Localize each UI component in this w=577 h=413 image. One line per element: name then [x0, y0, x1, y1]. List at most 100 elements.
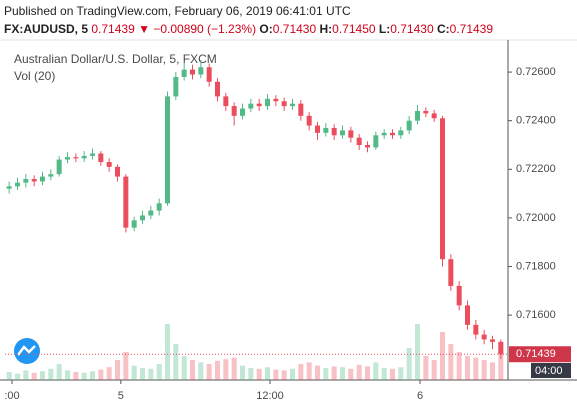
candle-body	[190, 69, 195, 75]
time-box	[531, 363, 571, 378]
volume-bar	[131, 365, 137, 380]
volume-bar	[298, 364, 304, 380]
volume-bar	[315, 365, 320, 380]
candle-body	[123, 176, 129, 228]
volume-bar	[448, 344, 454, 380]
candle-body	[465, 305, 470, 325]
volume-bar	[398, 367, 404, 380]
candle-body	[498, 341, 504, 355]
legend-volume: Vol (20)	[14, 69, 55, 83]
candle-body	[365, 144, 370, 148]
candle-body	[240, 108, 245, 116]
o-label: O:	[259, 22, 272, 36]
volume-bar	[440, 332, 445, 380]
candle-body	[248, 103, 254, 109]
volume-bar	[306, 362, 312, 380]
volume-bar	[123, 352, 129, 380]
l: 0.71430	[390, 22, 434, 36]
last-price-label: 0.71439	[516, 348, 556, 360]
volume-bar	[490, 362, 495, 380]
volume-bar	[98, 369, 104, 380]
candle-body	[390, 132, 395, 136]
volume-bar	[48, 368, 54, 380]
candle-body	[40, 176, 45, 182]
candle-body	[323, 127, 329, 133]
volume-bar	[148, 368, 154, 380]
volume-bar	[406, 348, 412, 380]
volume-bar	[231, 357, 237, 380]
candle-body	[215, 81, 220, 97]
volume-bar	[6, 372, 12, 380]
candle-body	[90, 153, 95, 156]
candle-body	[381, 132, 387, 136]
volume-bar	[206, 364, 212, 380]
candle-body	[290, 103, 295, 107]
volume-bar	[431, 360, 437, 380]
candle-body	[298, 103, 304, 116]
volume-bar	[356, 364, 362, 380]
candle-body	[265, 98, 270, 107]
y-tick-label: 0.72400	[516, 115, 556, 127]
candle-body	[223, 96, 229, 107]
candle-body	[106, 162, 112, 167]
h: 0.71450	[332, 22, 376, 36]
volume-bar	[381, 368, 387, 380]
volume-bar	[56, 364, 62, 380]
volume-bar	[465, 356, 470, 380]
volume-bar	[498, 348, 504, 380]
candle-body	[473, 324, 479, 335]
candle-body	[140, 215, 145, 221]
candle-body	[456, 285, 462, 306]
volume-bar	[181, 356, 187, 380]
candle-body	[156, 203, 162, 211]
candle-body	[131, 220, 137, 228]
volume-bar	[373, 362, 379, 380]
time-label: 04:00	[535, 365, 563, 377]
volume-bar	[140, 368, 145, 380]
candle-body	[56, 159, 62, 175]
volume-bar	[481, 360, 487, 380]
candle-body	[340, 130, 345, 136]
published-line: Published on TradingView.com, February 0…	[4, 4, 351, 18]
volume-bar	[215, 360, 220, 380]
candle-body	[173, 76, 179, 97]
y-tick-label: 0.72000	[516, 212, 556, 224]
candle-body	[256, 103, 262, 107]
volume-bar	[423, 356, 429, 380]
volume-bar	[31, 372, 37, 380]
volume-bar	[473, 357, 479, 380]
x-tick-label: 12:00	[256, 390, 284, 402]
candle-body	[206, 67, 212, 82]
symbol: FX:AUDUSD, 5	[4, 22, 88, 36]
candle-body	[181, 69, 187, 77]
volume-bar	[390, 368, 395, 380]
candle-body	[273, 98, 279, 102]
volume-bar	[198, 362, 204, 380]
o: 0.71430	[273, 22, 317, 36]
last: 0.71439	[91, 22, 135, 36]
candle-body	[15, 182, 20, 187]
candle-body	[281, 101, 287, 107]
candle-body	[6, 186, 12, 189]
quote-line: FX:AUDUSD, 5 0.71439 ▼ −0.00890 (−1.23%)…	[4, 22, 493, 36]
h-label: H:	[320, 22, 333, 36]
c: 0.71439	[450, 22, 494, 36]
candle-body	[490, 339, 495, 342]
volume-bar	[248, 368, 254, 380]
volume-bar	[173, 344, 179, 380]
volume-bar	[23, 370, 29, 380]
volume-bar	[331, 366, 337, 380]
candle-body	[448, 259, 454, 286]
candle-body	[165, 96, 170, 204]
candle-body	[398, 130, 404, 136]
candle-body	[431, 113, 437, 119]
volume-bar	[65, 370, 70, 380]
l-label: L:	[379, 22, 390, 36]
volume-bar	[415, 324, 420, 380]
candle-body	[23, 179, 29, 183]
volume-bar	[73, 372, 79, 380]
x-tick-label: 6	[417, 390, 423, 402]
candle-body	[98, 153, 104, 163]
volume-bar	[240, 365, 245, 380]
